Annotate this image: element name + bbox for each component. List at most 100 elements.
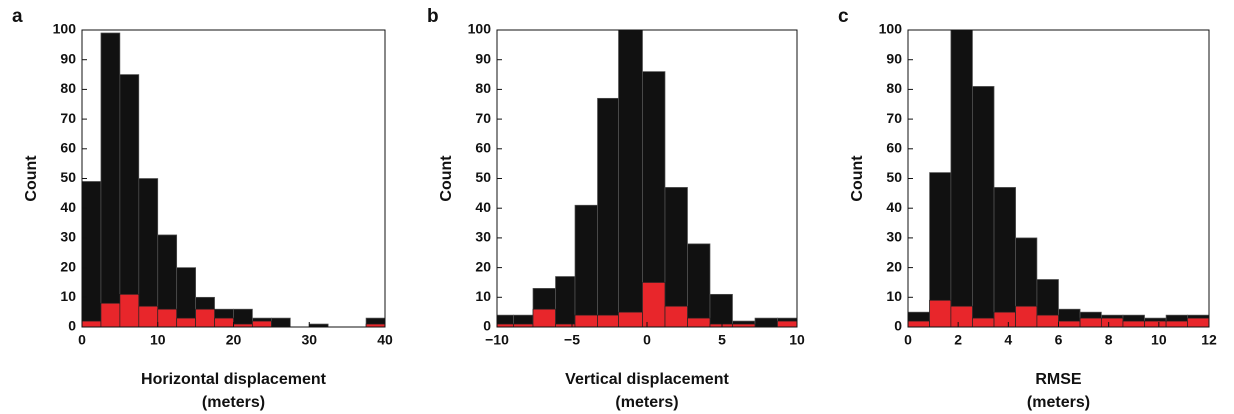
y-axis-label: Count xyxy=(438,155,455,202)
y-tick-label: 100 xyxy=(53,21,77,37)
bar xyxy=(574,204,598,328)
bar xyxy=(950,305,973,328)
bar xyxy=(1015,305,1038,328)
x-tick-label: 10 xyxy=(789,332,805,348)
bar xyxy=(618,29,643,328)
bar xyxy=(119,293,140,328)
bar xyxy=(138,305,159,328)
y-tick-label: 90 xyxy=(60,50,76,66)
bar xyxy=(597,314,619,328)
y-tick-label: 20 xyxy=(475,258,491,274)
y-tick-label: 0 xyxy=(68,318,76,334)
x-tick-label: 2 xyxy=(954,332,962,348)
y-tick-label: 60 xyxy=(886,140,902,156)
bar xyxy=(1187,317,1210,328)
bar xyxy=(993,311,1016,328)
bar xyxy=(1101,317,1124,328)
bar xyxy=(81,320,102,328)
y-tick-label: 0 xyxy=(483,318,491,334)
bar xyxy=(555,276,576,328)
bar xyxy=(1036,314,1059,328)
bar xyxy=(597,97,619,328)
bar xyxy=(687,317,711,328)
x-axis-label: (meters) xyxy=(1027,394,1090,411)
bar xyxy=(777,320,798,328)
y-tick-label: 40 xyxy=(60,199,76,215)
x-axis-label: Horizontal displacement xyxy=(141,371,327,388)
x-tick-label: 10 xyxy=(150,332,166,348)
bar xyxy=(642,282,666,328)
x-tick-label: 0 xyxy=(904,332,912,348)
x-tick-label: 5 xyxy=(718,332,726,348)
y-axis-label: Count xyxy=(23,155,40,202)
x-tick-label: 40 xyxy=(377,332,393,348)
bar xyxy=(100,302,121,328)
bar xyxy=(972,86,995,328)
bar xyxy=(271,317,291,328)
x-tick-label: 6 xyxy=(1055,332,1063,348)
x-tick-label: 12 xyxy=(1201,332,1217,348)
y-tick-label: 50 xyxy=(886,169,902,185)
y-tick-label: 30 xyxy=(60,229,76,245)
y-tick-label: 90 xyxy=(886,50,902,66)
y-tick-label: 20 xyxy=(60,258,76,274)
bar xyxy=(972,317,995,328)
x-tick-label: 10 xyxy=(1151,332,1167,348)
bar xyxy=(687,243,711,328)
bar xyxy=(252,320,272,328)
y-tick-label: 40 xyxy=(886,199,902,215)
bar xyxy=(1122,320,1145,328)
y-tick-label: 100 xyxy=(879,21,903,37)
y-tick-label: 60 xyxy=(60,140,76,156)
y-tick-label: 100 xyxy=(468,21,492,37)
y-tick-label: 70 xyxy=(60,110,76,126)
bar xyxy=(950,29,973,328)
y-tick-label: 10 xyxy=(60,288,76,304)
bar xyxy=(214,317,234,328)
bar xyxy=(754,317,778,328)
panel-label: a xyxy=(12,6,23,27)
x-tick-label: 30 xyxy=(301,332,317,348)
x-tick-label: 20 xyxy=(226,332,242,348)
bar xyxy=(1058,320,1081,328)
y-axis-label: Count xyxy=(849,155,866,202)
y-tick-label: 40 xyxy=(475,199,491,215)
bar xyxy=(1165,320,1188,328)
y-tick-label: 50 xyxy=(475,169,491,185)
bar xyxy=(907,320,930,328)
y-tick-label: 10 xyxy=(886,288,902,304)
x-tick-label: 8 xyxy=(1105,332,1113,348)
bar xyxy=(574,314,598,328)
bar xyxy=(1144,320,1167,328)
y-tick-label: 70 xyxy=(475,110,491,126)
y-tick-label: 20 xyxy=(886,258,902,274)
bar xyxy=(100,32,121,328)
bar xyxy=(176,317,196,328)
bar xyxy=(138,178,159,328)
x-axis-label: Vertical displacement xyxy=(565,371,729,388)
x-axis-label: (meters) xyxy=(202,394,265,411)
bar xyxy=(709,293,733,328)
x-tick-label: −10 xyxy=(485,332,509,348)
bar xyxy=(81,181,102,328)
panel-label: b xyxy=(427,6,439,27)
bar xyxy=(664,305,688,328)
bar xyxy=(929,299,952,328)
x-tick-label: 0 xyxy=(643,332,651,348)
bar xyxy=(195,308,215,328)
y-tick-label: 60 xyxy=(475,140,491,156)
bar xyxy=(618,311,643,328)
y-tick-label: 90 xyxy=(475,50,491,66)
y-tick-label: 80 xyxy=(475,80,491,96)
y-tick-label: 30 xyxy=(475,229,491,245)
y-tick-label: 0 xyxy=(894,318,902,334)
y-tick-label: 30 xyxy=(886,229,902,245)
x-tick-label: −5 xyxy=(564,332,580,348)
bar xyxy=(119,74,140,328)
x-tick-label: 4 xyxy=(1004,332,1012,348)
y-tick-label: 10 xyxy=(475,288,491,304)
x-axis-label: RMSE xyxy=(1035,371,1082,388)
y-tick-label: 80 xyxy=(60,80,76,96)
bar xyxy=(1079,317,1102,328)
y-tick-label: 80 xyxy=(886,80,902,96)
